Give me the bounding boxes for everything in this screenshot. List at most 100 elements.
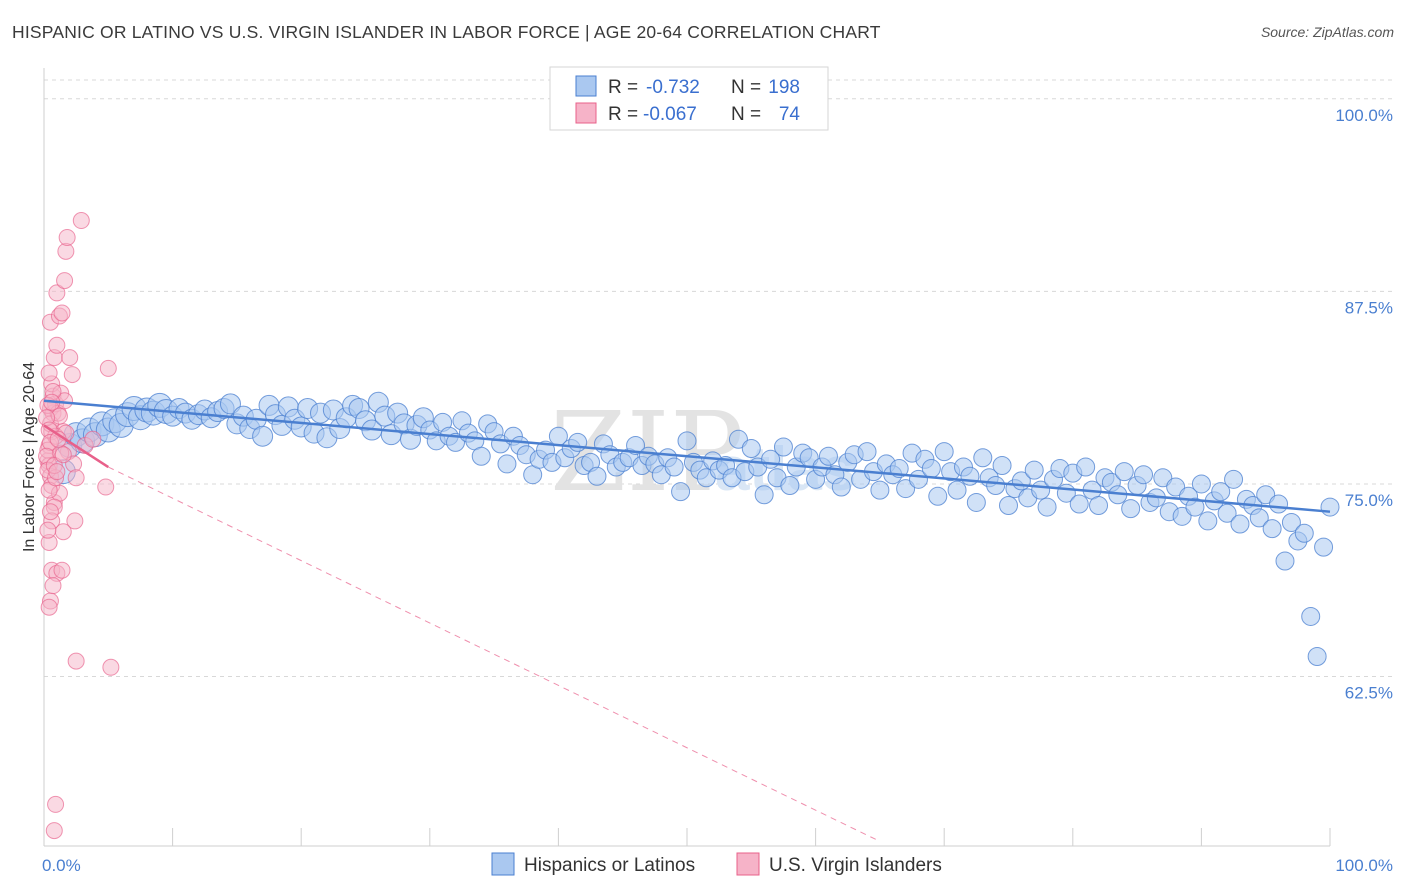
hispanic-point [1134,465,1154,485]
hispanic-point [497,454,517,474]
virgin-point [47,795,65,813]
hispanic-point [1307,647,1327,667]
source-label: Source: ZipAtlas.com [1260,24,1394,40]
virgin-point [72,212,90,230]
y-tick-label: 87.5% [1345,298,1393,317]
legend-n-label-hispanic: N = [731,77,761,98]
virgin-point [40,364,58,382]
hispanic-point [1256,485,1276,505]
hispanic-point [1217,503,1237,523]
y-tick-label: 62.5% [1345,684,1393,703]
virgin-point [48,463,66,481]
hispanic-point [1224,469,1244,489]
bottom-legend-hispanic: Hispanics or Latinos [524,855,695,876]
virgin-trend-dashed [108,466,881,842]
hispanic-point [568,432,588,452]
x-tick-label-min: 0.0% [42,856,81,875]
legend-n-hispanic: 198 [768,77,800,98]
bottom-legend-swatch-virgin [736,852,760,876]
hispanic-point [1198,511,1218,531]
bottom-legend-virgin: U.S. Virgin Islanders [769,855,942,876]
virgin-trend-line [43,424,109,469]
hispanic-point [1262,519,1282,539]
hispanic-point [947,480,967,500]
hispanic-point [960,466,980,486]
hispanic-point [1089,496,1109,516]
virgin-point [39,521,57,539]
hispanic-point [992,455,1012,475]
hispanic-point [1191,474,1211,494]
hispanic-point [664,457,684,477]
y-tick-label: 100.0% [1335,106,1393,125]
hispanic-point [1172,506,1192,526]
virgin-trend-extension [108,466,881,842]
legend-r-virgin: -0.067 [643,104,697,125]
hispanic-trend-line [43,399,1331,513]
legend-r-label-virgin: R = [608,104,638,125]
bottom-legend: Hispanics or Latinos U.S. Virgin Islande… [491,852,942,876]
virgin-point [58,228,76,246]
hispanic-point [1275,551,1295,571]
hispanic-point [921,459,941,479]
virgin-point [56,272,74,290]
hispanic-point [934,442,954,462]
legend-r-hispanic: -0.732 [646,77,700,98]
virgin-point [99,359,117,377]
hispanic-point [870,480,890,500]
hispanic-point [1320,497,1340,517]
hispanic-point [973,448,993,468]
hispanic-point [219,393,241,415]
hispanic-point [626,435,646,455]
virgin-point [48,336,66,354]
hispanic-point [780,476,800,496]
y-tick-label: 75.0% [1345,491,1393,510]
hispanic-point [1301,606,1321,626]
virgin-point [53,304,71,322]
hispanic-point [966,492,986,512]
hispanic-point [1069,494,1089,514]
hispanic-point [1114,462,1134,482]
legend-swatch-hispanic [575,75,597,97]
hispanic-point [1024,460,1044,480]
legend-n-label-virgin: N = [731,104,761,125]
virgin-points [38,212,120,840]
legend-swatch-virgin [575,102,597,124]
virgin-point [102,658,120,676]
hispanic-point [986,476,1006,496]
virgin-point [45,822,63,840]
hispanic-point [671,482,691,502]
hispanic-point [831,477,851,497]
legend-r-label-hispanic: R = [608,77,638,98]
hispanic-point [252,425,274,447]
hispanic-point [1294,523,1314,543]
gridlines [44,79,1392,678]
hispanic-point [1281,512,1301,532]
hispanic-point [1076,457,1096,477]
virgin-point [63,366,81,384]
hispanic-point [754,485,774,505]
legend-n-virgin: 74 [779,104,801,125]
hispanic-point [896,479,916,499]
legend: R = -0.732 N = 198 R = -0.067 N = 74 [549,66,829,131]
virgin-point [61,349,79,367]
hispanic-point [587,466,607,486]
chart-title: HISPANIC OR LATINO VS U.S. VIRGIN ISLAND… [12,22,881,42]
hispanic-point [818,446,838,466]
hispanic-point [728,429,748,449]
hispanic-point [1121,499,1141,519]
y-tick-labels: 62.5% 75.0% 87.5% 100.0% [1335,106,1393,703]
trend-lines [43,399,1331,513]
virgin-point [66,512,84,530]
virgin-point [40,598,58,616]
hispanic-point [773,437,793,457]
hispanic-point [741,439,761,459]
hispanic-point [857,442,877,462]
virgin-point [67,652,85,670]
virgin-point [97,478,115,496]
hispanic-point [1185,497,1205,517]
hispanic-point [1037,497,1057,517]
hispanic-point [471,446,491,466]
x-tick-marks [43,828,1331,846]
virgin-point [54,446,72,464]
